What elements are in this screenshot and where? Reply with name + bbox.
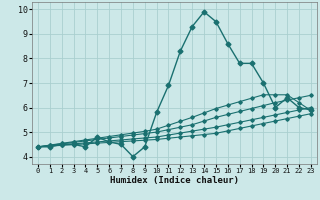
X-axis label: Humidex (Indice chaleur): Humidex (Indice chaleur) bbox=[110, 176, 239, 185]
